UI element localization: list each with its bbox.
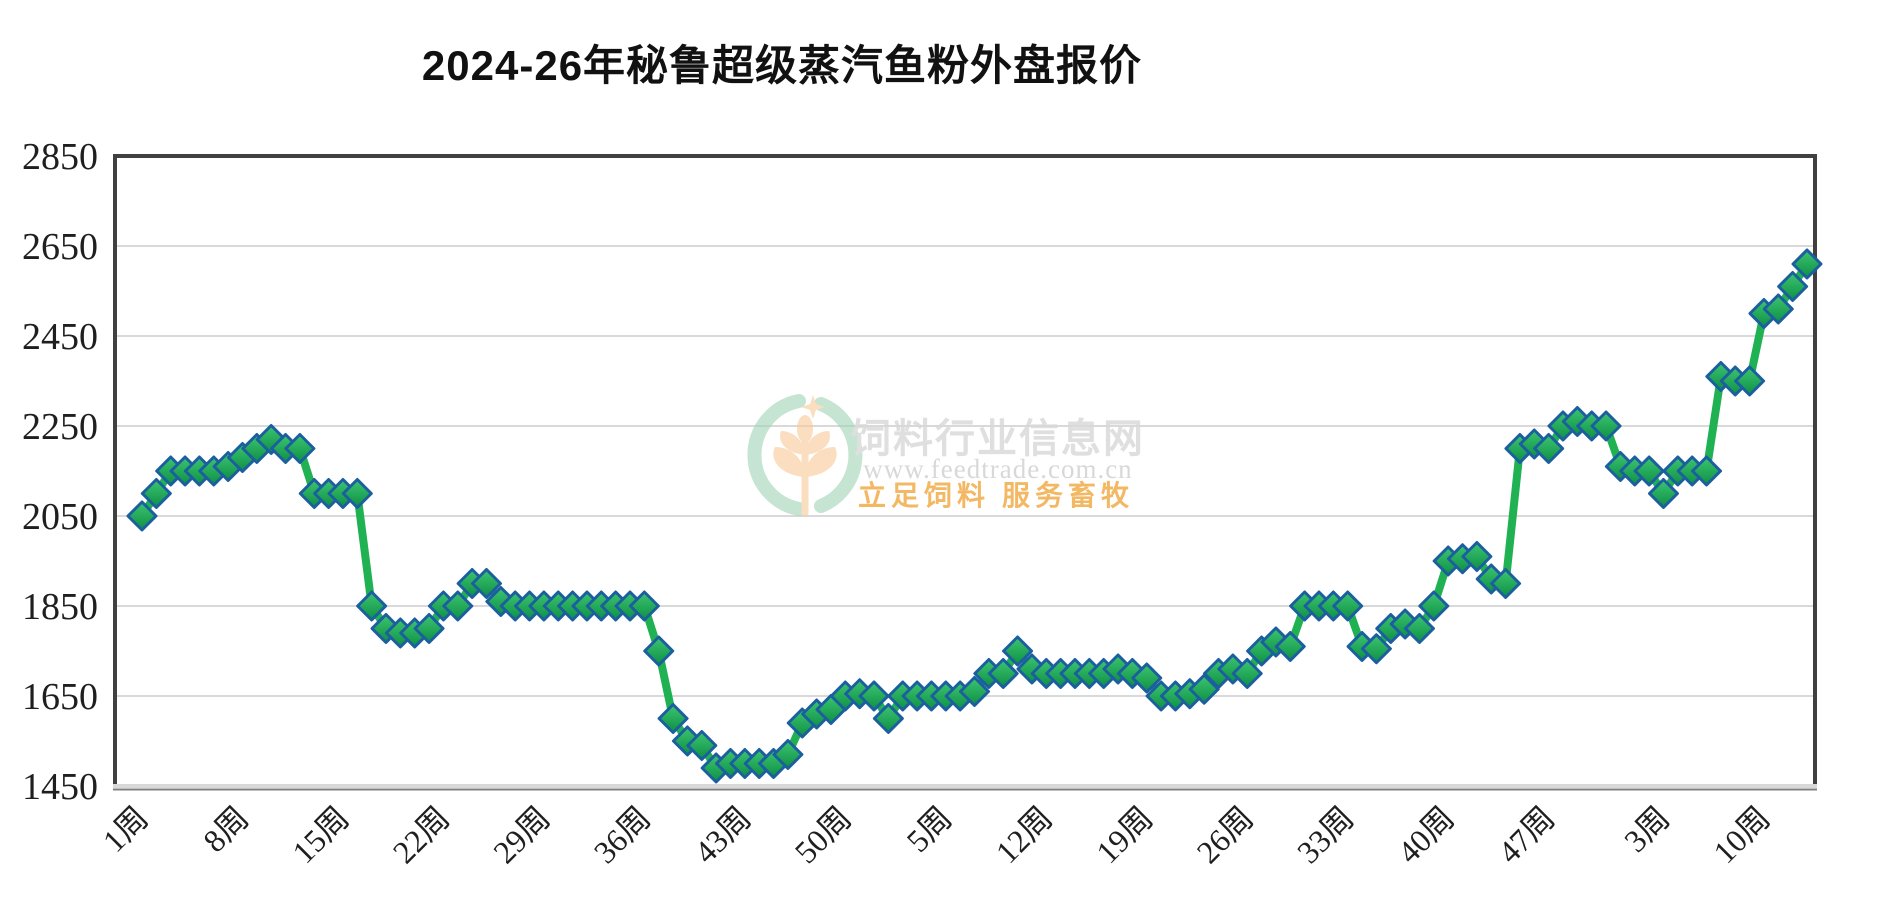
data-point-marker	[140, 478, 172, 509]
data-point-marker	[1418, 590, 1450, 622]
data-point-marker	[686, 730, 718, 761]
x-axis-label: 33周	[1290, 799, 1361, 870]
y-axis-label: 2850	[22, 136, 98, 178]
data-point-marker	[284, 433, 316, 464]
data-point-marker	[1691, 455, 1723, 487]
logo-left-arc-icon	[747, 394, 806, 516]
x-axis-label: 36周	[587, 799, 658, 870]
data-point-marker	[1734, 365, 1766, 397]
logo-right-arc-icon	[814, 397, 863, 513]
x-axis-label: 5周	[899, 799, 958, 858]
logo-wheat-leaf-icon	[780, 431, 805, 455]
x-axis-label: 50周	[788, 799, 859, 870]
data-point-marker	[1762, 293, 1794, 325]
data-point-marker	[126, 500, 158, 532]
x-axis-label: 12周	[988, 799, 1059, 870]
plot-border	[113, 154, 1817, 786]
logo-wheat-leaf-icon	[805, 447, 837, 477]
data-point-marker	[772, 739, 804, 770]
y-axis-label: 1650	[22, 676, 98, 718]
data-point-marker	[858, 680, 890, 712]
data-point-marker	[987, 658, 1019, 689]
data-point-marker	[1633, 455, 1665, 487]
x-axis-label: 43周	[687, 799, 758, 870]
data-point-marker	[1490, 568, 1522, 599]
data-point-marker	[1461, 541, 1493, 572]
watermark-site-name: 饲料行业信息网	[851, 416, 1145, 461]
data-point-marker	[413, 613, 445, 644]
watermark-url: www.feedtrade.com.cn	[863, 454, 1132, 484]
logo-sparkle-icon	[801, 395, 825, 419]
y-axis-label: 2650	[22, 226, 98, 268]
data-point-marker	[1332, 590, 1364, 622]
data-point-marker	[959, 676, 990, 707]
y-axis-label: 2450	[22, 316, 98, 358]
watermark-slogan: 立足饲料 服务畜牧	[858, 479, 1134, 512]
data-point-marker	[442, 590, 474, 622]
data-point-marker	[1647, 478, 1679, 509]
y-axis-label: 2250	[22, 406, 98, 448]
data-point-marker	[341, 478, 373, 509]
data-point-marker	[1777, 271, 1809, 302]
data-point-marker	[872, 703, 904, 734]
data-point-marker	[1791, 248, 1823, 280]
x-axis-label: 26周	[1189, 799, 1260, 870]
x-axis-label: 15周	[285, 799, 356, 870]
y-axis-label: 1850	[22, 586, 98, 628]
x-axis-label: 8周	[196, 799, 255, 858]
data-point-marker	[643, 635, 675, 667]
x-axis-label: 47周	[1491, 799, 1562, 870]
data-point-marker	[1533, 433, 1565, 464]
logo-wheat-leaf-icon	[805, 431, 830, 455]
x-axis-label: 10周	[1706, 799, 1777, 870]
x-axis-label: 22周	[386, 799, 457, 870]
data-point-marker	[628, 590, 660, 622]
logo-wheat-bud-icon	[797, 415, 813, 443]
x-axis-label: 19周	[1089, 799, 1160, 870]
data-point-marker	[1403, 613, 1435, 644]
x-axis-label: 29周	[486, 799, 557, 870]
data-point-marker	[356, 590, 388, 622]
x-axis-label: 1周	[96, 799, 155, 858]
data-point-marker	[1360, 633, 1392, 665]
data-point-marker	[470, 568, 502, 599]
data-point-marker	[1274, 631, 1306, 662]
data-point-marker	[1131, 662, 1163, 694]
y-axis-label: 2050	[22, 496, 98, 538]
logo-wheat-leaf-icon	[773, 447, 805, 477]
data-point-marker	[657, 703, 689, 734]
chart-title: 2024-26年秘鲁超级蒸汽鱼粉外盘报价	[421, 42, 1143, 89]
y-axis-label: 1450	[22, 766, 98, 808]
data-point-marker	[1002, 635, 1034, 667]
feedtrade-logo	[747, 394, 863, 517]
data-point-marker	[1590, 410, 1622, 442]
x-axis-label: 40周	[1390, 799, 1461, 870]
data-point-marker	[1231, 658, 1263, 689]
x-axis-label: 3周	[1617, 799, 1676, 858]
